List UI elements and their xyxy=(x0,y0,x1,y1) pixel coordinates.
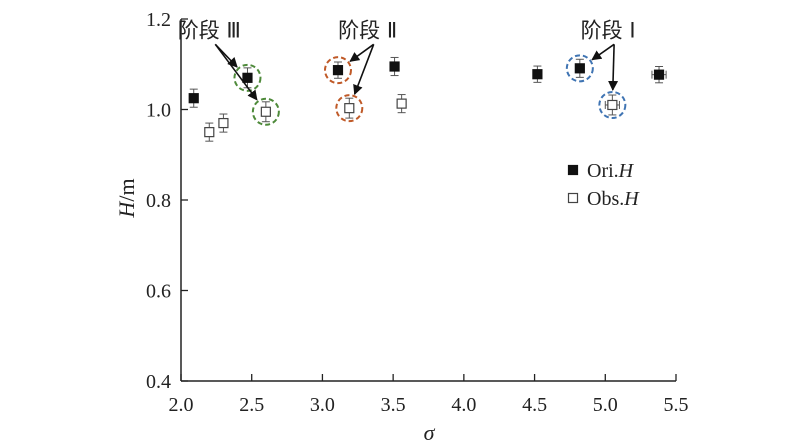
ori-h-point xyxy=(332,61,344,79)
stage-annotation: 阶段 Ⅲ xyxy=(178,18,280,126)
legend-item-ori-h: Ori.H xyxy=(567,160,635,182)
obs-h-point xyxy=(604,94,620,116)
square-marker xyxy=(188,93,199,104)
dashed-circle xyxy=(251,97,280,126)
y-tick-label: 1.0 xyxy=(146,100,171,122)
stage-label: 阶段 Ⅲ xyxy=(178,18,241,42)
ori-h-point xyxy=(651,66,667,84)
x-tick-label: 2.0 xyxy=(169,394,194,416)
obs-h-point xyxy=(218,113,229,133)
stage-label: 阶段 Ⅰ xyxy=(581,18,636,42)
stage-label: 阶段 Ⅱ xyxy=(338,18,397,42)
annotation-arrow xyxy=(608,44,619,91)
square-marker xyxy=(389,61,400,72)
x-tick-label: 4.0 xyxy=(451,394,476,416)
x-axis-label: σ xyxy=(424,420,436,445)
ori-h-point xyxy=(574,58,585,78)
obs-h-point xyxy=(204,122,215,142)
ori-h-point xyxy=(532,65,543,83)
square-marker xyxy=(607,99,618,111)
x-tick-label: 5.5 xyxy=(664,394,689,416)
tick-marks: 0.4 0.6 0.8 1.0 1.2 2.0 2.5 3.0 3.5 4.0 4.5 5.0 5.5 xyxy=(146,9,689,416)
square-marker xyxy=(532,69,543,80)
annotation-arrow xyxy=(591,43,615,61)
obs-h-point xyxy=(396,94,407,114)
obs-h-point xyxy=(344,97,355,119)
square-marker xyxy=(332,65,344,76)
stage-annotation: 阶段 Ⅱ xyxy=(323,18,397,123)
square-marker xyxy=(653,69,665,80)
dashed-circle xyxy=(565,54,594,83)
legend-item-obs-h: Obs.H xyxy=(567,188,640,210)
legend-label: Obs.H xyxy=(587,188,640,210)
x-tick-label: 4.5 xyxy=(522,394,547,416)
square-marker xyxy=(260,106,271,117)
square-marker xyxy=(574,63,585,74)
square-marker xyxy=(396,98,407,109)
square-marker xyxy=(204,127,215,138)
stage-annotations: 阶段 Ⅲ 阶段 Ⅱ 阶段 Ⅰ xyxy=(178,18,636,126)
ori-h-point xyxy=(389,56,400,77)
annotation-arrow xyxy=(353,44,375,96)
x-tick-label: 5.0 xyxy=(593,394,618,416)
y-tick-label: 0.8 xyxy=(146,190,171,212)
x-tick-label: 3.5 xyxy=(381,394,406,416)
x-tick-label: 3.0 xyxy=(310,394,335,416)
dashed-circle xyxy=(598,90,627,119)
legend-marker xyxy=(567,164,579,176)
square-marker xyxy=(344,103,355,114)
stage-annotation: 阶段 Ⅰ xyxy=(565,18,636,119)
legend-marker xyxy=(567,192,579,204)
dashed-circle xyxy=(323,56,352,85)
dashed-circle xyxy=(335,94,364,123)
square-marker xyxy=(218,117,229,129)
x-tick-label: 2.5 xyxy=(239,394,264,416)
legend-label: Ori.H xyxy=(587,160,635,182)
y-axis-label: H/m xyxy=(114,178,139,218)
square-marker xyxy=(242,72,253,83)
ori-h-point xyxy=(188,88,199,108)
y-tick-label: 0.6 xyxy=(146,281,171,303)
obs-h-point xyxy=(260,101,271,123)
y-tick-label: 0.4 xyxy=(146,371,171,393)
annotation-arrow xyxy=(214,43,258,101)
legend: Ori.H Obs.H xyxy=(567,160,640,210)
y-tick-label: 1.2 xyxy=(146,9,171,31)
ori-h-point xyxy=(242,67,253,89)
data-marks xyxy=(188,56,667,142)
annotation-arrow xyxy=(349,43,375,62)
